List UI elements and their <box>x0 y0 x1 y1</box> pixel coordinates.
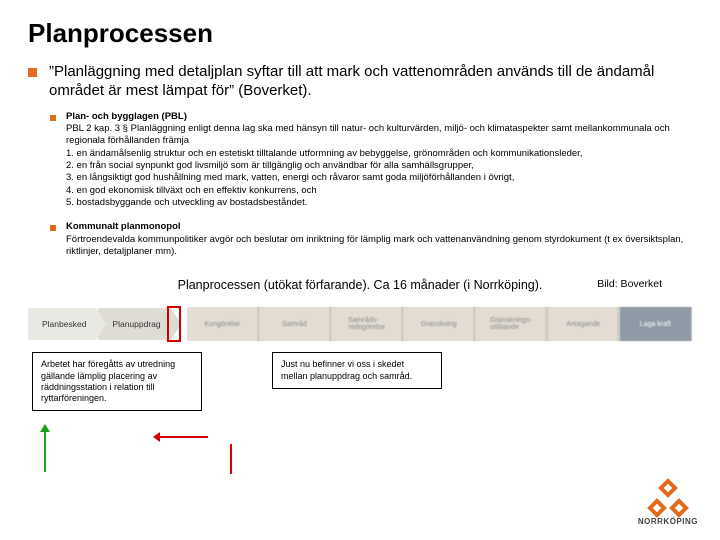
flow-seg: Laga kraft <box>620 307 692 341</box>
logo: NORRKÖPING <box>638 481 698 526</box>
flow-caption: Planprocessen (utökat förfarande). Ca 16… <box>28 278 692 292</box>
main-bullet: ”Planläggning med detaljplan syftar till… <box>28 63 692 101</box>
slide: Planprocessen ”Planläggning med detaljpl… <box>0 0 720 540</box>
image-credit: Bild: Boverket <box>597 278 662 290</box>
page-title: Planprocessen <box>28 18 692 49</box>
current-stage-marker <box>167 306 181 342</box>
flow-seg: Granskning <box>403 307 475 341</box>
flow-step-planuppdrag: Planuppdrag <box>98 308 170 340</box>
sub1-body: PBL 2 kap. 3 § Planläggning enligt denna… <box>66 123 692 209</box>
bullet-icon <box>50 225 56 231</box>
bullet-icon <box>28 68 37 77</box>
sub-bullet-1: Plan- och bygglagen (PBL) PBL 2 kap. 3 §… <box>50 111 692 210</box>
flow-seg: Samråd <box>259 307 331 341</box>
flow-seg: Gransknings- utlåtande <box>475 307 547 341</box>
note-box-2: Just nu befinner vi oss i skedet mellan … <box>272 352 442 389</box>
sub-bullet-2: Kommunalt planmonopol Förtroendevalda ko… <box>50 221 692 258</box>
main-bullet-text: ”Planläggning med detaljplan syftar till… <box>49 63 692 101</box>
flow-step-planbesked: Planbesked <box>28 308 96 340</box>
sub2-heading: Kommunalt planmonopol <box>66 221 692 233</box>
flow-seg: Kungörelse <box>187 307 259 341</box>
arrow-green-icon <box>44 432 46 472</box>
sub2-body: Förtroendevalda kommunpolitiker avgör oc… <box>66 234 692 259</box>
notes-row: Arbetet har föregåtts av utredning gälla… <box>28 352 692 411</box>
flow-seg: Samråds- redogörelse <box>331 307 403 341</box>
note-box-1: Arbetet har föregåtts av utredning gälla… <box>32 352 202 411</box>
logo-icon <box>650 481 686 515</box>
arrow-red-down-icon <box>230 444 232 474</box>
logo-text: NORRKÖPING <box>638 517 698 526</box>
arrow-red-icon <box>160 436 208 438</box>
flow-remaining: Kungörelse Samråd Samråds- redogörelse G… <box>187 307 692 341</box>
bullet-icon <box>50 115 56 121</box>
flow-seg: Antagande <box>548 307 620 341</box>
sub1-heading: Plan- och bygglagen (PBL) <box>66 111 692 123</box>
process-flow: Planbesked Planuppdrag Kungörelse Samråd… <box>28 306 692 342</box>
